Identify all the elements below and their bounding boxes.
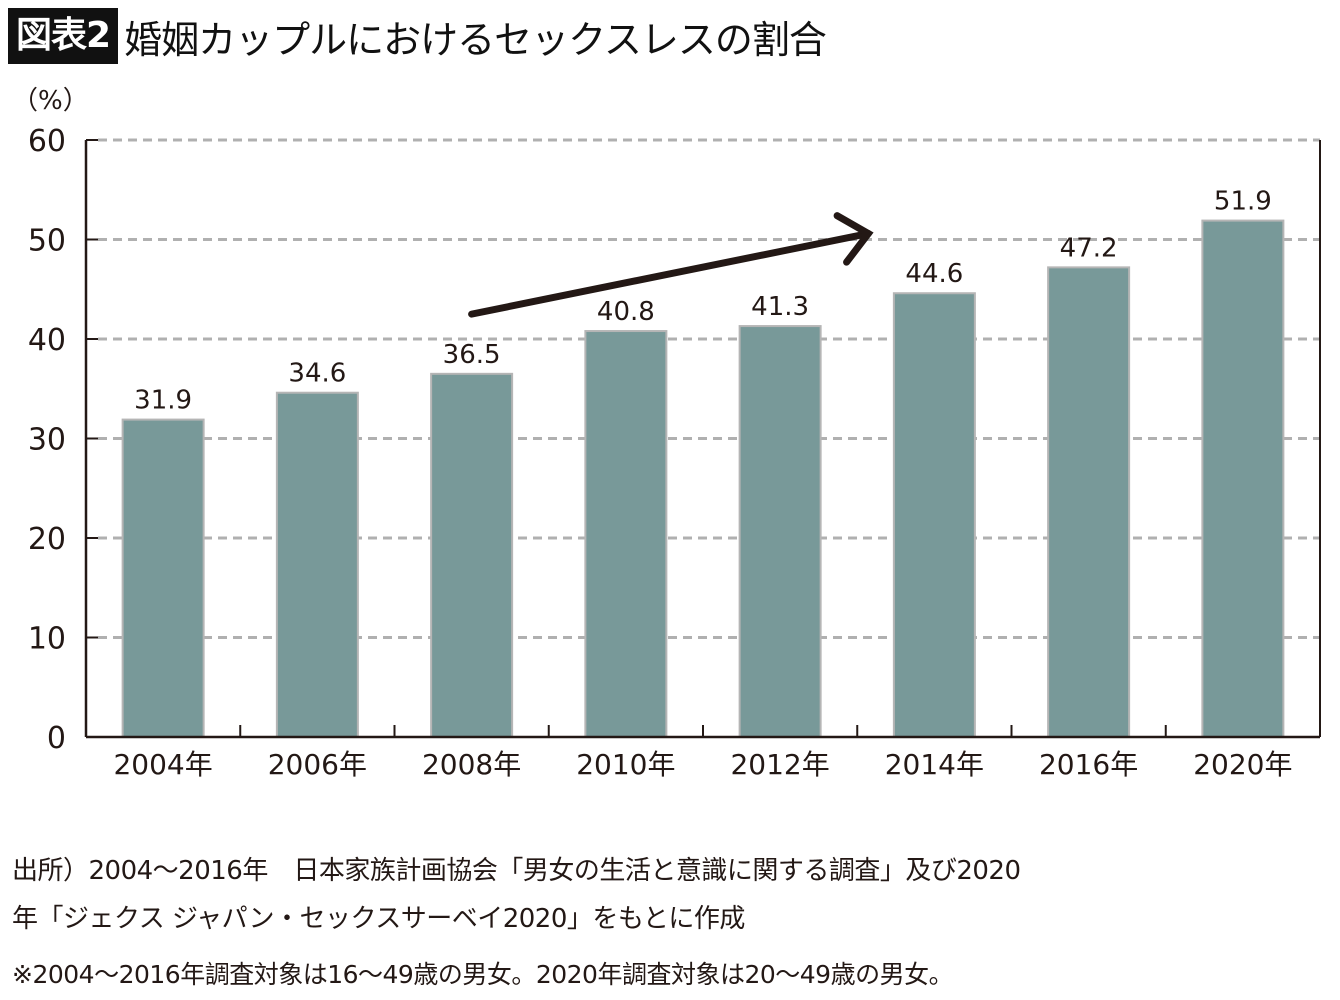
- data-label-2014年: 44.6: [905, 259, 963, 289]
- axes: [84, 139, 1321, 739]
- data-label-2012年: 41.3: [751, 292, 809, 322]
- bar-chart: 0 10 20 30 40 50 60 31.9 2004年 34.6 2006年 36.5 2008年…: [28, 124, 1321, 781]
- source-line-1: 出所）2004〜2016年 日本家族計画協会「男女の生活と意識に関する調査」及び…: [12, 856, 1021, 886]
- x-tick-label-2012年: 2012年: [730, 748, 829, 781]
- data-label-2020年: 51.9: [1214, 187, 1272, 217]
- x-tick-label-2006年: 2006年: [268, 748, 367, 781]
- y-tick-label-30: 30: [28, 423, 66, 458]
- bar-2020年: [1201, 219, 1285, 739]
- y-tick-label-10: 10: [28, 622, 66, 657]
- y-tick-label-50: 50: [28, 224, 66, 259]
- bar-2006年: [275, 391, 359, 738]
- bar-2004年: [121, 418, 205, 738]
- trend-arrow: [468, 212, 874, 318]
- labels: 0 10 20 30 40 50 60 31.9 2004年 34.6 2006年 36.5 2008年…: [28, 124, 1293, 781]
- y-axis-unit-label: （%）: [12, 86, 89, 116]
- bar-2008年: [430, 372, 514, 738]
- bar-2010年: [584, 330, 668, 738]
- x-tick-label-2010年: 2010年: [576, 748, 675, 781]
- x-tick-label-2004年: 2004年: [113, 748, 212, 781]
- y-tick-label-20: 20: [28, 522, 66, 557]
- bars: [121, 219, 1285, 739]
- y-tick-label-60: 60: [28, 124, 66, 159]
- trend-arrow-head: [833, 212, 874, 266]
- data-label-2006年: 34.6: [288, 359, 346, 389]
- x-tick-label-2020年: 2020年: [1193, 748, 1292, 781]
- x-tick-label-2016年: 2016年: [1039, 748, 1138, 781]
- survey-note: ※2004〜2016年調査対象は16〜49歳の男女。2020年調査対象は20〜4…: [12, 960, 954, 989]
- data-label-2010年: 40.8: [597, 297, 655, 327]
- data-label-2016年: 47.2: [1060, 233, 1118, 263]
- annotations: [468, 212, 874, 318]
- bar-2014年: [892, 292, 976, 738]
- figure-label-badge: 図表2: [8, 8, 119, 64]
- x-tick-label-2008年: 2008年: [422, 748, 521, 781]
- y-tick-label-40: 40: [28, 323, 66, 358]
- chart-title-row: 図表2 婚姻カップルにおけるセックスレスの割合: [8, 8, 827, 64]
- x-tick-label-2014年: 2014年: [885, 748, 984, 781]
- bar-2016年: [1047, 266, 1131, 738]
- data-label-2004年: 31.9: [134, 386, 192, 416]
- source-line-2: 年「ジェクス ジャパン・セックスサーベイ2020」をもとに作成: [12, 904, 745, 934]
- y-tick-label-0: 0: [47, 721, 66, 756]
- trend-arrow-shaft: [468, 230, 872, 318]
- chart-title: 婚姻カップルにおけるセックスレスの割合: [124, 17, 827, 62]
- data-label-2008年: 36.5: [443, 340, 501, 370]
- bar-2012年: [738, 325, 822, 738]
